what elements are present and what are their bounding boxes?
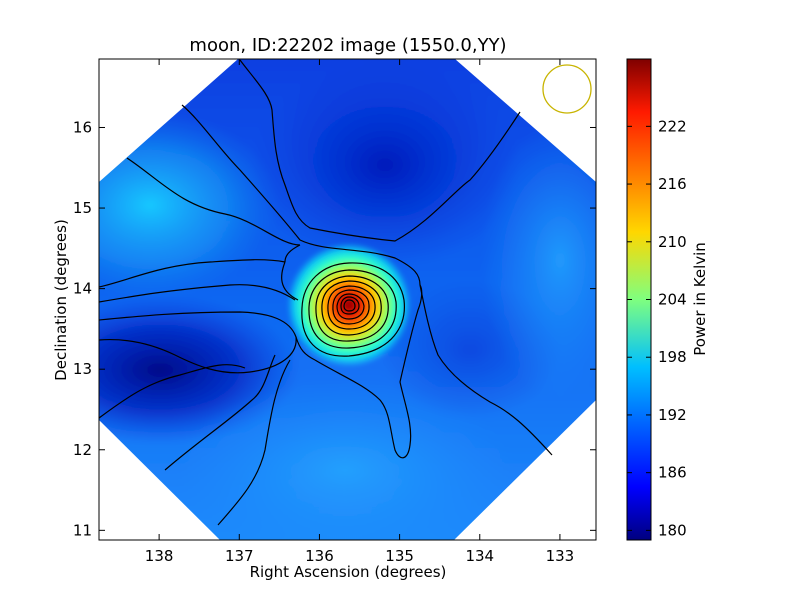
colorbar-tick-label: 192 [658,406,687,424]
contour-line [332,289,370,325]
heatmap-plot [99,59,596,540]
contour-line [181,104,421,286]
colorbar-tick-label: 186 [658,464,687,482]
contour-lines [99,59,553,526]
y-tick-label: 12 [73,441,92,459]
colorbar-tick-label: 222 [658,117,687,135]
contour-line [343,299,356,312]
x-tick-label: 137 [225,547,254,565]
colorbar: 180 186 192 198 204 210 216 222 Power in Kelvin [626,58,709,541]
contour-line [126,157,301,246]
y-tick-label: 14 [73,280,92,298]
colorbar-ticks: 180 186 192 198 204 210 216 222 [627,117,687,539]
contour-line [239,59,521,242]
contour-line [295,336,316,361]
chart-title: moon, ID:22202 image (1550.0,YY) [189,35,506,56]
y-tick-label: 11 [73,521,92,539]
colorbar-tick-label: 198 [658,348,687,366]
contour-line [336,293,365,320]
y-axis-label: Declination (degrees) [52,219,70,381]
contour-line [321,280,382,336]
colorbar-tick-label: 204 [658,291,687,309]
contour-line [217,359,291,526]
x-tick-label: 134 [465,547,494,565]
contour-line [327,285,376,330]
contour-line [99,311,297,374]
colorbar-label: Power in Kelvin [691,242,709,356]
contour-line [399,284,423,383]
y-axis: 11 12 13 14 15 16 [73,118,596,539]
x-axis-label: Right Ascension (degrees) [250,563,447,581]
y-tick-label: 16 [73,118,92,136]
y-tick-label: 13 [73,360,92,378]
colorbar-tick-label: 180 [658,521,687,539]
contour-line [301,262,405,357]
contour-line [99,364,246,419]
contour-line [419,284,553,456]
contour-line [308,269,397,349]
contour-line [99,284,296,303]
contour-line [284,244,301,263]
x-axis: 138 137 136 135 134 133 [145,59,574,565]
contour-line [164,354,276,471]
x-tick-label: 138 [145,547,174,565]
contour-line [315,275,389,342]
y-tick-label: 15 [73,199,92,217]
beam-circle [542,64,592,114]
peak-contours [301,262,405,357]
colorbar-tick-label: 210 [658,233,687,251]
x-tick-label: 136 [305,547,334,565]
contour-line [314,359,412,459]
x-tick-label: 133 [546,547,575,565]
colorbar-tick-label: 216 [658,175,687,193]
plot-frame [98,58,597,541]
contour-line [99,259,286,288]
contour-line [281,261,299,301]
x-tick-label: 135 [385,547,414,565]
contour-line [340,296,360,315]
